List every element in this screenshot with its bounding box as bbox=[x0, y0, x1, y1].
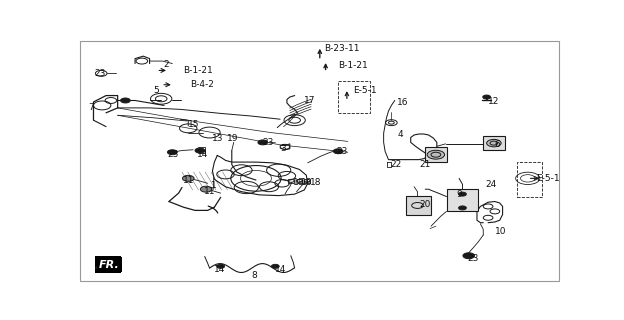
Text: 10: 10 bbox=[495, 227, 506, 236]
Bar bbox=[447, 189, 478, 212]
Text: 23: 23 bbox=[94, 69, 106, 78]
Bar bbox=[338, 81, 369, 113]
Circle shape bbox=[459, 206, 466, 210]
Text: 4: 4 bbox=[397, 130, 403, 139]
Text: 16: 16 bbox=[397, 99, 409, 108]
Text: 23: 23 bbox=[263, 138, 274, 147]
Text: 12: 12 bbox=[488, 97, 499, 106]
Text: 7: 7 bbox=[89, 103, 94, 112]
Text: 6: 6 bbox=[495, 140, 500, 149]
Circle shape bbox=[217, 264, 225, 268]
Text: 15: 15 bbox=[188, 120, 200, 129]
Text: 11: 11 bbox=[203, 187, 215, 196]
Text: FR.: FR. bbox=[99, 260, 120, 269]
Text: FR.: FR. bbox=[97, 258, 119, 271]
Text: 17: 17 bbox=[305, 96, 316, 105]
Circle shape bbox=[333, 149, 343, 154]
Text: 21: 21 bbox=[419, 160, 431, 169]
Text: 13: 13 bbox=[212, 134, 224, 143]
Circle shape bbox=[200, 186, 212, 192]
Circle shape bbox=[182, 175, 194, 181]
Text: 11: 11 bbox=[183, 176, 195, 185]
Text: 23: 23 bbox=[337, 147, 348, 156]
Text: B-23-11: B-23-11 bbox=[324, 44, 359, 53]
Text: E-5-1: E-5-1 bbox=[353, 86, 376, 95]
Circle shape bbox=[167, 150, 177, 155]
Text: B-1-21: B-1-21 bbox=[183, 66, 213, 75]
Circle shape bbox=[427, 150, 444, 159]
Text: 18: 18 bbox=[310, 178, 321, 187]
Text: 20: 20 bbox=[419, 200, 431, 209]
Circle shape bbox=[120, 98, 130, 103]
Text: 18: 18 bbox=[301, 178, 313, 187]
Text: 5: 5 bbox=[153, 86, 158, 95]
Bar bbox=[406, 196, 431, 215]
Bar bbox=[425, 147, 447, 162]
Circle shape bbox=[258, 140, 268, 145]
Text: 3: 3 bbox=[280, 144, 286, 153]
Circle shape bbox=[271, 264, 279, 268]
Text: 23: 23 bbox=[467, 254, 479, 263]
Circle shape bbox=[195, 148, 205, 153]
Bar bbox=[483, 136, 505, 150]
Text: 18: 18 bbox=[293, 178, 305, 187]
Text: 1: 1 bbox=[211, 180, 217, 189]
Text: 14: 14 bbox=[197, 150, 208, 159]
Text: 23: 23 bbox=[167, 150, 179, 159]
Text: 2: 2 bbox=[163, 60, 168, 69]
Circle shape bbox=[487, 140, 501, 147]
Circle shape bbox=[483, 95, 490, 99]
Text: 14: 14 bbox=[275, 265, 286, 274]
Text: B-4-2: B-4-2 bbox=[190, 80, 214, 89]
Text: 24: 24 bbox=[485, 180, 497, 189]
Text: 22: 22 bbox=[390, 160, 401, 169]
Text: 19: 19 bbox=[227, 134, 238, 143]
Text: 8: 8 bbox=[251, 271, 257, 280]
Text: E-5-1: E-5-1 bbox=[537, 174, 560, 183]
Text: 14: 14 bbox=[215, 265, 226, 274]
Circle shape bbox=[459, 192, 466, 196]
Text: 9: 9 bbox=[456, 190, 462, 199]
Circle shape bbox=[463, 253, 474, 259]
Text: B-1-21: B-1-21 bbox=[338, 60, 368, 69]
Bar bbox=[517, 162, 542, 197]
